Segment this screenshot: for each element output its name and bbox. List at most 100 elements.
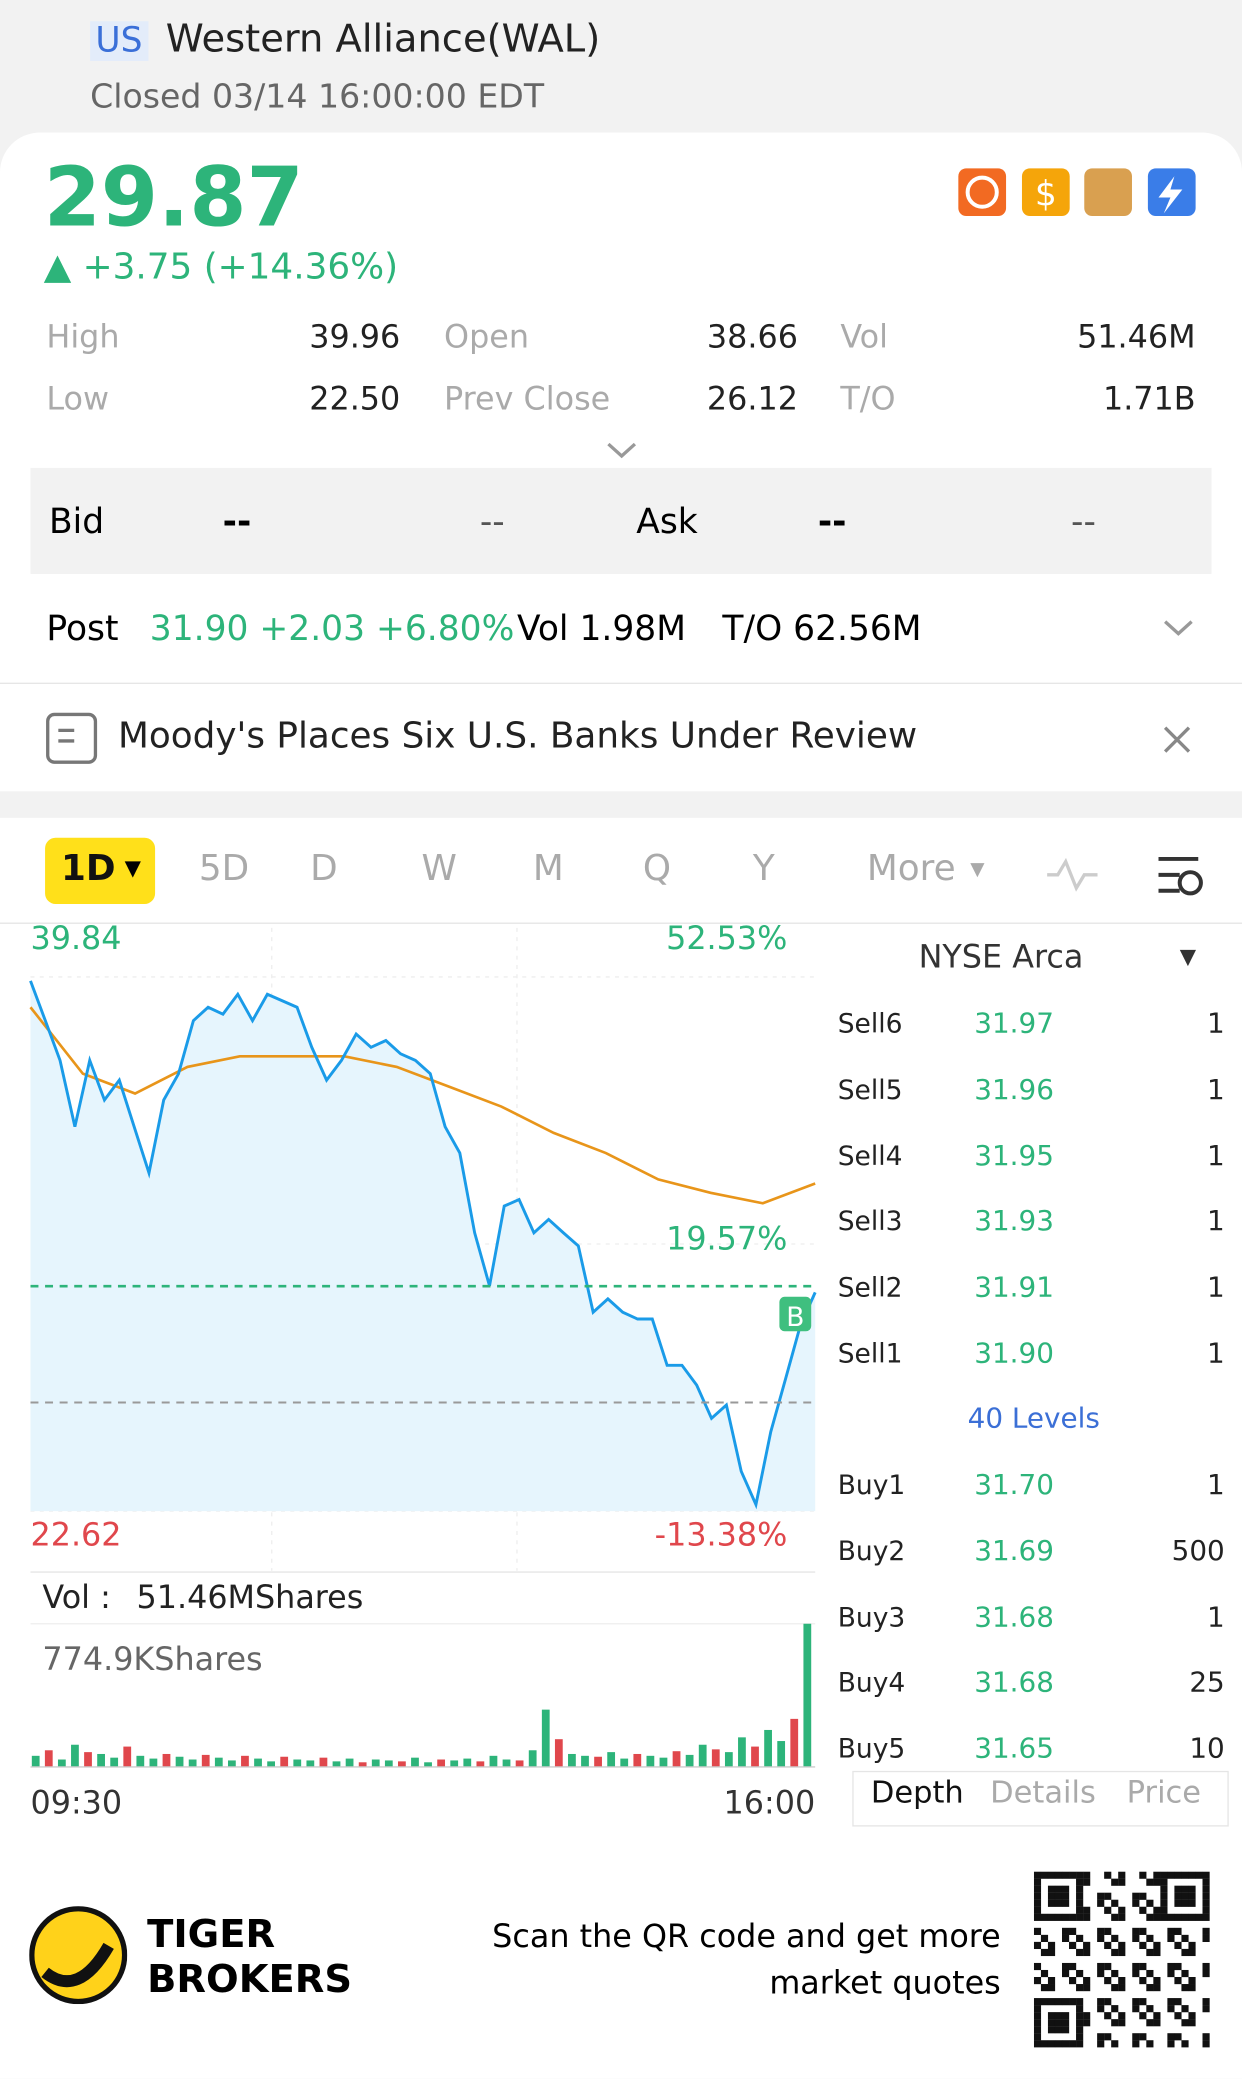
volume-bar bbox=[241, 1755, 249, 1767]
exchange[interactable]: NYSE Arca bbox=[918, 938, 1084, 976]
qr-cell bbox=[1174, 1892, 1182, 1900]
qr-cell bbox=[1076, 1885, 1084, 1893]
y-tick-label: 39.84 bbox=[30, 919, 121, 957]
volume-bar bbox=[581, 1755, 589, 1767]
level-size: 1 bbox=[1207, 1139, 1225, 1172]
qr-cell bbox=[1174, 1941, 1182, 1950]
level-size: 1 bbox=[1207, 1073, 1225, 1106]
book-tab[interactable]: Depth bbox=[870, 1776, 964, 1811]
volume-bar bbox=[345, 1758, 354, 1767]
vol-max-label: 774.9KShares bbox=[42, 1640, 262, 1678]
qr-cell bbox=[1139, 1906, 1147, 1914]
qr-cell bbox=[1061, 1998, 1070, 2006]
close-news[interactable] bbox=[1161, 724, 1193, 756]
qr-cell bbox=[1132, 1969, 1140, 1978]
volume-bar bbox=[97, 1753, 105, 1767]
qr-cell bbox=[1033, 2012, 1042, 2020]
news-headline[interactable]: Moody's Places Six U.S. Banks Under Revi… bbox=[117, 715, 918, 757]
stat-value: 26.12 bbox=[706, 380, 798, 418]
level-name: Sell6 bbox=[837, 1007, 903, 1040]
qr-cell bbox=[1188, 1871, 1196, 1879]
qr-cell bbox=[1047, 1948, 1056, 1957]
period-tab[interactable]: Q bbox=[642, 848, 672, 890]
qr-cell bbox=[1076, 1892, 1084, 1900]
qr-cell bbox=[1111, 1899, 1119, 1907]
qr-cell bbox=[1076, 2026, 1084, 2034]
qr-cell bbox=[1054, 1892, 1063, 1900]
qr-cell bbox=[1181, 2040, 1189, 2048]
period-tab[interactable]: 5D bbox=[198, 848, 250, 890]
qr-cell bbox=[1181, 1892, 1189, 1900]
qr-cell bbox=[1097, 1899, 1105, 1907]
qr-cell bbox=[1061, 1969, 1070, 1978]
qr-cell bbox=[1132, 1927, 1140, 1935]
stat-label: Open bbox=[444, 318, 530, 356]
level-price: 31.91 bbox=[974, 1271, 1054, 1304]
promo-line: market quotes bbox=[769, 1964, 1001, 2002]
qr-cell bbox=[1146, 1913, 1154, 1921]
book-tab[interactable]: Price bbox=[1126, 1776, 1202, 1811]
volume-bar bbox=[764, 1729, 772, 1767]
ask-label: Ask bbox=[636, 502, 698, 543]
expand-chevron[interactable] bbox=[604, 440, 638, 461]
volume-bar bbox=[227, 1760, 236, 1767]
level-size: 10 bbox=[1189, 1732, 1225, 1765]
qr-cell bbox=[1188, 1885, 1196, 1893]
qr-cell bbox=[1174, 1998, 1182, 2006]
level-price: 31.96 bbox=[974, 1073, 1054, 1106]
qr-cell bbox=[1076, 2019, 1084, 2027]
qr-cell bbox=[1181, 1969, 1189, 1978]
volume-bar bbox=[607, 1752, 616, 1767]
level-price: 31.70 bbox=[974, 1468, 1054, 1501]
volume-bar bbox=[424, 1762, 432, 1767]
volume-bar bbox=[136, 1755, 145, 1767]
qr-cell bbox=[1118, 1878, 1126, 1886]
qr-cell bbox=[1047, 1998, 1056, 2006]
volume-bar bbox=[267, 1761, 275, 1767]
post-chevron[interactable] bbox=[1161, 618, 1195, 639]
tool-icons[interactable] bbox=[1045, 851, 1217, 899]
brand-line: TIGER bbox=[147, 1911, 276, 1957]
volume-bar bbox=[751, 1746, 759, 1767]
level-price: 31.93 bbox=[974, 1205, 1054, 1238]
period-tab[interactable]: Y bbox=[752, 848, 775, 890]
qr-cell bbox=[1174, 1899, 1182, 1907]
book-tab[interactable]: Details bbox=[990, 1776, 1096, 1811]
qr-cell bbox=[1054, 2026, 1063, 2034]
qr-cell bbox=[1167, 1871, 1175, 1879]
qr-cell bbox=[1139, 1892, 1147, 1900]
level-size: 25 bbox=[1189, 1666, 1225, 1699]
level-price: 31.68 bbox=[974, 1600, 1054, 1633]
qr-cell bbox=[1069, 1976, 1077, 1985]
period-tab[interactable]: D bbox=[310, 848, 338, 890]
qr-cell bbox=[1097, 1962, 1105, 1971]
volume-bar bbox=[450, 1760, 459, 1767]
qr-cell bbox=[1174, 1871, 1182, 1879]
qr-cell bbox=[1160, 1892, 1168, 1900]
period-tab[interactable]: W bbox=[421, 848, 457, 890]
qr-cell bbox=[1202, 2040, 1210, 2048]
level-name: Buy3 bbox=[837, 1600, 906, 1633]
period-tab[interactable]: More bbox=[866, 848, 956, 890]
levels-link[interactable]: 40 Levels bbox=[967, 1402, 1100, 1435]
qr-cell bbox=[1083, 2019, 1091, 2027]
qr-cell bbox=[1054, 1871, 1063, 1879]
qr-cell bbox=[1167, 1927, 1175, 1935]
volume-bar bbox=[568, 1753, 576, 1767]
period-tab[interactable]: 1D bbox=[60, 848, 116, 890]
qr-cell bbox=[1188, 2012, 1196, 2020]
qr-cell bbox=[1146, 1969, 1154, 1978]
volume-bar bbox=[254, 1758, 262, 1767]
qr-cell bbox=[1146, 2040, 1154, 2048]
period-tab[interactable]: M bbox=[532, 848, 564, 890]
qr-cell bbox=[1188, 1913, 1196, 1921]
qr-cell bbox=[1097, 1998, 1105, 2006]
ask: -- bbox=[817, 502, 847, 543]
qr-cell bbox=[1167, 2005, 1175, 2013]
qr-code bbox=[1033, 1871, 1210, 2048]
level-size: 1 bbox=[1207, 1007, 1225, 1040]
qr-cell bbox=[1153, 2019, 1161, 2027]
qr-cell bbox=[1097, 2040, 1105, 2048]
volume-bar bbox=[44, 1750, 53, 1767]
qr-cell bbox=[1047, 1892, 1056, 1900]
